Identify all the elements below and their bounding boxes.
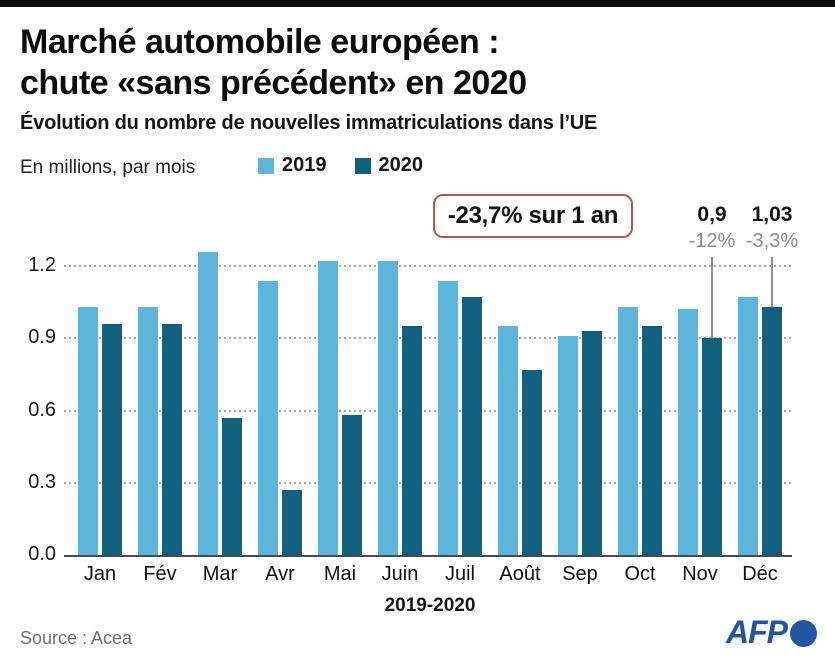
x-tick-label-Sep: Sep (562, 563, 598, 585)
top-black-bar (0, 0, 835, 7)
source-credit: Source : Acea (20, 628, 133, 648)
y-tick-label: 1.2 (28, 254, 56, 277)
legend-swatch-2020 (354, 157, 371, 174)
bar-2019-Juil (438, 280, 458, 555)
callout-pct-0: -12% (688, 230, 736, 252)
legend-label-2019: 2019 (282, 154, 327, 176)
subtitle: Évolution du nombre de nouvelles immatri… (20, 112, 598, 134)
afp-logo: AFP (726, 614, 817, 651)
title-line-2: chute «sans précédent» en 2020 (20, 64, 527, 102)
x-tick-label-Avr: Avr (265, 563, 295, 585)
x-tick-label-Jan: Jan (83, 563, 117, 585)
x-axis-line (64, 555, 792, 557)
bar-2019-Sep (558, 335, 578, 555)
x-tick-label-Mar: Mar (202, 563, 238, 585)
x-tick-label-Août: Août (499, 563, 541, 585)
x-tick-label-Nov: Nov (682, 563, 718, 585)
bar-2019-Jan (78, 307, 98, 555)
x-axis-title: 2019-2020 (384, 595, 476, 616)
y-tick-label: 0.6 (28, 398, 56, 421)
bar-2020-Fév (162, 323, 182, 555)
units-label: En millions, par mois (20, 157, 196, 178)
bar-2019-Fév (138, 307, 158, 555)
legend: 2019 2020 (258, 154, 423, 177)
gridline-0.6 (64, 409, 792, 412)
callout-line-0 (711, 257, 713, 339)
bar-2019-Déc (738, 297, 758, 555)
bar-2019-Oct (618, 307, 638, 555)
legend-item-2020: 2020 (354, 154, 424, 177)
callout-value-1: 1,03 (751, 203, 793, 226)
bar-2019-Nov (678, 309, 698, 555)
bar-2019-Avr (258, 280, 278, 555)
legend-item-2019: 2019 (258, 154, 327, 177)
bar-2019-Juin (378, 261, 398, 555)
bar-2020-Mai (342, 415, 362, 555)
bar-2020-Avr (282, 490, 302, 555)
x-tick-label-Déc: Déc (742, 563, 778, 585)
x-tick-label-Oct: Oct (624, 563, 656, 585)
bar-2020-Sep (582, 331, 602, 555)
afp-logo-circle-icon (790, 620, 817, 647)
x-tick-label-Mai: Mai (323, 563, 357, 585)
gridline-0.3 (64, 481, 792, 484)
annotation-box: -23,7% sur 1 an (433, 194, 633, 238)
callout-line-1 (771, 257, 773, 308)
bar-2020-Mar (222, 417, 242, 555)
y-tick-label: 0.3 (28, 470, 56, 493)
bar-2019-Août (498, 326, 518, 555)
x-tick-label-Fév: Fév (143, 563, 177, 585)
bar-2020-Juin (402, 326, 422, 555)
bar-2020-Juil (462, 297, 482, 555)
callout-value-0: 0,9 (697, 203, 727, 226)
bar-2020-Août (522, 369, 542, 555)
y-tick-label: 0.0 (28, 543, 56, 565)
legend-swatch-2019 (258, 157, 274, 174)
gridline-1.2 (64, 265, 792, 268)
bar-2019-Mai (318, 261, 338, 555)
page-title: Marché automobile européen : chute «sans… (20, 22, 800, 104)
x-tick-label-Juin: Juin (381, 563, 419, 585)
bar-2019-Mar (198, 251, 218, 555)
legend-label-2020: 2020 (378, 154, 424, 176)
afp-logo-text: AFP (726, 614, 788, 650)
y-tick-label: 0.9 (28, 326, 56, 349)
title-line-1: Marché automobile européen : (20, 23, 500, 61)
bar-2020-Oct (642, 326, 662, 555)
x-tick-label-Juil: Juil (444, 563, 475, 585)
bar-2020-Déc (762, 307, 782, 555)
bar-2020-Nov (702, 338, 722, 555)
gridline-0.9 (64, 337, 792, 340)
bar-2020-Jan (102, 323, 122, 555)
callout-pct-1: -3,3% (745, 230, 799, 252)
